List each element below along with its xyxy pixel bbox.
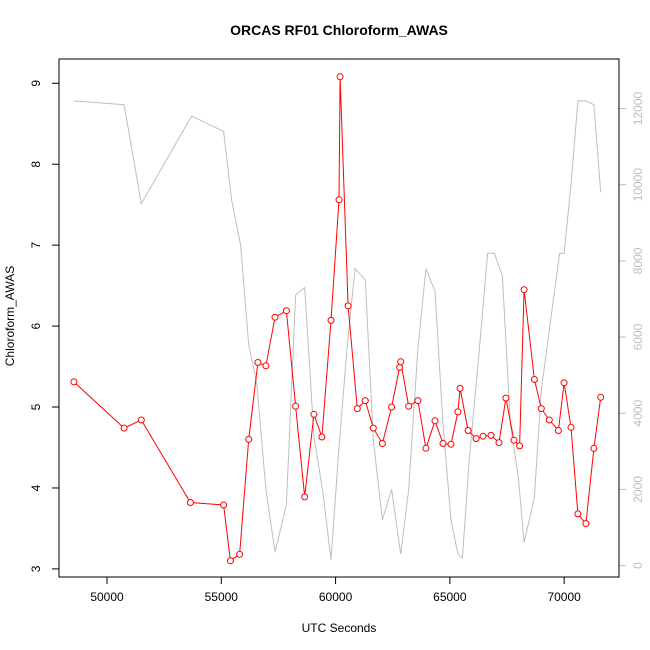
data-point [220,501,228,509]
y-tick-label: 7 [29,242,43,249]
data-point [560,379,568,387]
data-point [597,393,605,401]
data-point [236,550,244,558]
data-point [292,402,300,410]
chart-title: ORCAS RF01 Chloroform_AWAS [230,22,448,38]
data-point [582,520,590,528]
x-tick-label: 65000 [433,590,467,604]
data-point [120,424,128,432]
y-tick-label: 3 [29,565,43,572]
y2-tick-label: 2000 [631,476,645,503]
data-point [397,358,405,366]
data-point [530,376,538,383]
secondary-series-layer [73,100,602,560]
data-point [282,307,290,315]
data-point [422,444,430,452]
x-tick-label: 55000 [205,590,239,604]
data-point [495,439,503,447]
x-tick-label: 70000 [547,590,581,604]
y-tick-label: 9 [29,80,43,87]
data-point [245,435,253,443]
data-point [574,510,582,518]
data-point [567,423,575,431]
y2-tick-label: 6000 [631,323,645,350]
y2-tick-label: 12000 [631,92,645,126]
plot-frame [58,58,620,578]
data-point [318,433,326,441]
data-point [396,363,404,371]
data-point [590,444,598,452]
data-point [510,436,518,444]
data-point [310,410,318,418]
data-point [545,416,553,424]
data-point [388,403,396,411]
data-point [186,499,194,506]
data-point [271,313,279,321]
x-axis-label: UTC Seconds [302,621,377,635]
y-tick-label: 5 [29,403,43,410]
data-point [479,432,487,440]
y2-tick-label: 0 [631,562,645,569]
data-point [472,435,480,443]
data-point [487,431,495,439]
data-point [537,405,545,413]
data-point [378,440,386,447]
data-point [361,397,369,405]
y2-tick-label: 10000 [631,168,645,202]
data-point [439,440,447,447]
series-line-secondary [73,100,602,560]
x-tick-label: 50000 [90,590,124,604]
data-point [447,440,455,448]
data-point [554,427,562,434]
y2-tick-label: 4000 [631,400,645,427]
data-point [502,394,510,402]
data-point [414,397,422,405]
data-point [344,302,352,310]
data-point [226,557,234,565]
data-point [301,493,309,501]
x-tick-label: 60000 [319,590,353,604]
data-point [137,416,145,424]
data-point [464,427,472,434]
data-point [336,73,344,81]
y2-tick-label: 8000 [631,247,645,274]
data-point [335,196,343,204]
data-point [405,402,413,410]
data-point [327,316,335,324]
y-axis-label: Chloroform_AWAS [3,266,17,366]
data-point [454,408,462,416]
data-point [70,378,78,386]
data-point [369,424,377,432]
data-point [431,417,439,425]
data-point [353,405,361,413]
data-point [516,442,524,450]
primary-series-layer [70,73,605,565]
data-point [254,359,262,366]
y-tick-label: 8 [29,161,43,168]
y-tick-label: 6 [29,322,43,329]
y-tick-label: 4 [29,484,43,491]
data-point [520,286,528,294]
data-point [456,384,464,392]
data-point [262,362,270,370]
